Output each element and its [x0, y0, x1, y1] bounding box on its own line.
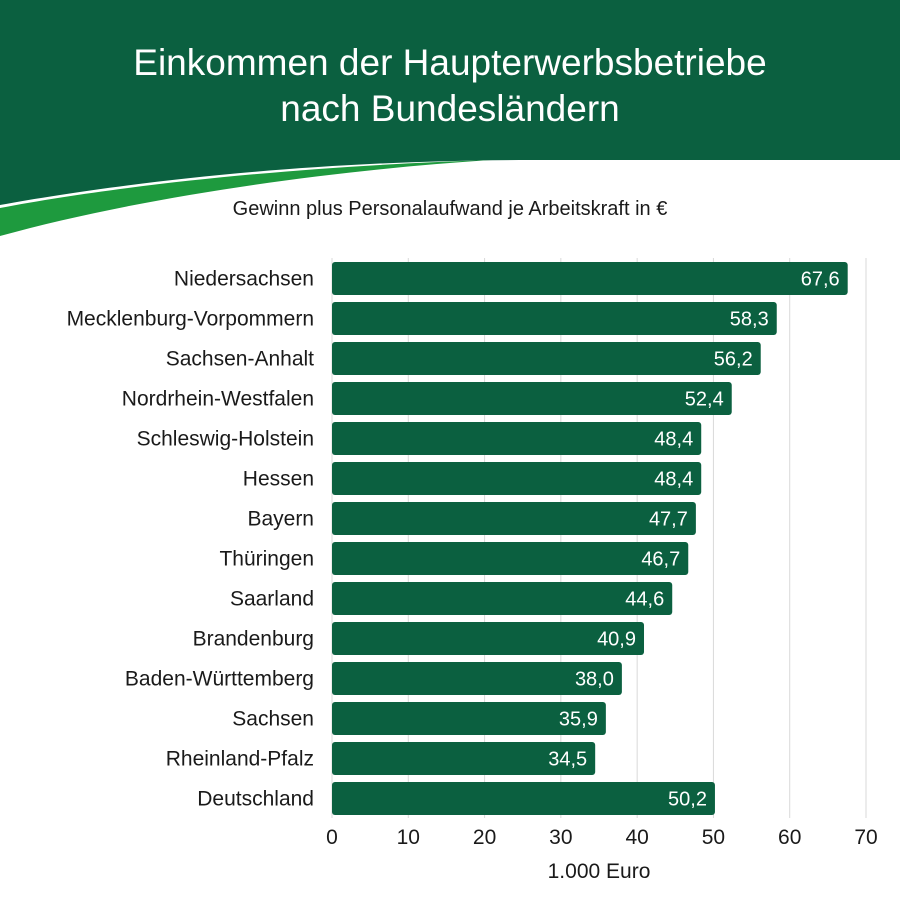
x-tick-label: 40: [625, 826, 648, 849]
category-label: Rheinland-Pfalz: [166, 748, 314, 771]
bar: [332, 742, 596, 775]
category-label: Sachsen: [232, 708, 314, 731]
category-label: Bayern: [247, 508, 314, 531]
x-axis-label: 1.000 Euro: [548, 860, 651, 883]
data-label: 52,4: [685, 389, 724, 411]
category-label: Sachsen-Anhalt: [166, 348, 314, 371]
bar: [332, 622, 645, 655]
header-green-field: [0, 0, 900, 205]
data-label: 34,5: [548, 749, 587, 771]
bar: [332, 582, 673, 615]
bar: [332, 382, 732, 415]
chart-title: Einkommen der Haupterwerbsbetriebe nach …: [0, 40, 900, 132]
category-label: Mecklenburg-Vorpommern: [67, 308, 314, 331]
bar: [332, 782, 715, 815]
header-swoosh: [0, 160, 490, 236]
data-label: 67,6: [801, 269, 840, 291]
data-label: 50,2: [668, 789, 707, 811]
chart-subtitle: Gewinn plus Personalaufwand je Arbeitskr…: [232, 198, 668, 220]
chart-title-line-2: nach Bundesländern: [280, 88, 620, 129]
x-tick-labels: 0 10 20 30 40 50 60 70: [326, 826, 878, 849]
data-label: 48,4: [654, 469, 693, 491]
category-label: Nordrhein-Westfalen: [122, 388, 314, 411]
x-tick-label: 50: [702, 826, 725, 849]
chart-title-line-1: Einkommen der Haupterwerbsbetriebe: [133, 42, 767, 83]
bar: [332, 302, 777, 335]
data-label: 58,3: [730, 309, 769, 331]
data-label: 38,0: [575, 669, 614, 691]
category-label: Saarland: [230, 588, 314, 611]
header-background: [0, 0, 900, 236]
bar: [332, 262, 848, 295]
category-labels: Niedersachsen Mecklenburg-Vorpommern Sachs…: [67, 268, 315, 811]
category-label: Baden-Württemberg: [125, 668, 314, 691]
x-tick-label: 60: [778, 826, 801, 849]
data-label: 44,6: [625, 589, 664, 611]
data-label: 56,2: [714, 349, 753, 371]
bars: 67,6 58,3 56,2 52,4 48,4 48,4 47,7 46,7 44,6 40,9…: [332, 262, 848, 815]
header-banner: Einkommen der Haupterwerbsbetriebe nach …: [0, 0, 900, 240]
bar-chart: 67,6 58,3 56,2 52,4 48,4 48,4 47,7 46,7 44,6 40,9…: [67, 258, 878, 883]
data-label: 47,7: [649, 509, 688, 531]
category-label: Thüringen: [219, 548, 314, 571]
category-label: Hessen: [243, 468, 314, 491]
category-label: Niedersachsen: [174, 268, 314, 291]
bar: [332, 462, 702, 495]
category-label: Schleswig-Holstein: [137, 428, 314, 451]
category-label: Deutschland: [197, 788, 314, 811]
bar: [332, 342, 761, 375]
data-label: 46,7: [641, 549, 680, 571]
x-tick-label: 30: [549, 826, 572, 849]
x-tick-label: 0: [326, 826, 338, 849]
data-label: 40,9: [597, 629, 636, 651]
bar: [332, 422, 702, 455]
bar: [332, 662, 622, 695]
data-label: 48,4: [654, 429, 693, 451]
category-label: Brandenburg: [193, 628, 314, 651]
x-tick-label: 70: [854, 826, 877, 849]
bar: [332, 502, 696, 535]
bar: [332, 542, 689, 575]
data-label: 35,9: [559, 709, 598, 731]
bar: [332, 702, 606, 735]
x-tick-label: 20: [473, 826, 496, 849]
x-tick-label: 10: [397, 826, 420, 849]
